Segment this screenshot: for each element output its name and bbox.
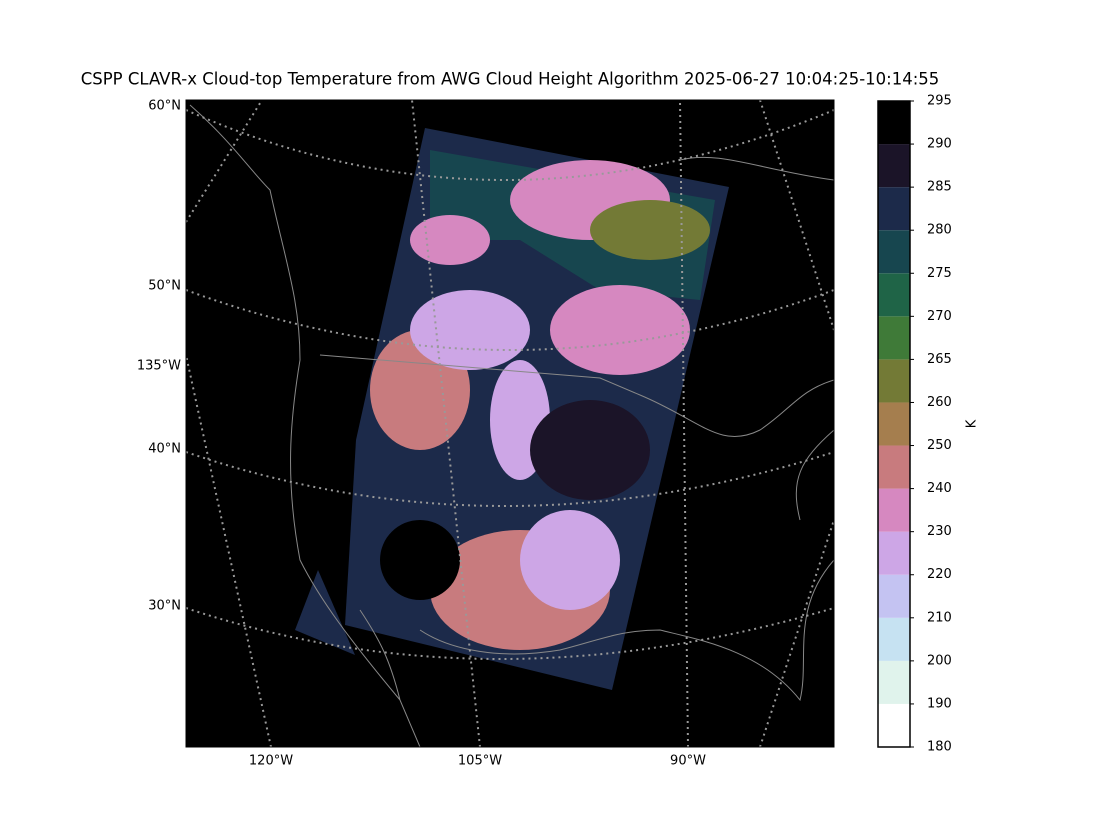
colorbar-tick-label: 200: [927, 653, 952, 668]
colorbar-segment: [878, 230, 910, 274]
colorbar: K 180 190 200 210 220 230 240 250 260 265 270 275 28…: [877, 94, 980, 755]
map-frame: [185, 99, 835, 748]
colorbar-segment: [878, 660, 910, 704]
colorbar-tick-label: 280: [927, 223, 952, 238]
colorbar-tick-label: 285: [927, 180, 952, 195]
chart-title: CSPP CLAVR-x Cloud-top Temperature from …: [81, 70, 940, 89]
colorbar-segment: [878, 144, 910, 188]
colorbar-segment: [878, 316, 910, 360]
lon-label: 135°W: [137, 359, 181, 374]
cloud-region: [380, 520, 460, 600]
colorbar-tick-label: 240: [927, 481, 952, 496]
colorbar-tick-label: 190: [927, 696, 952, 711]
colorbar-tick-label: 270: [927, 309, 952, 324]
colorbar-segment: [878, 273, 910, 317]
lon-label: 120°W: [249, 754, 293, 769]
colorbar-segment: [878, 703, 910, 747]
colorbar-segment: [878, 359, 910, 403]
colorbar-tick-label: 230: [927, 524, 952, 539]
colorbar-segment: [878, 488, 910, 532]
cloud-region: [530, 400, 650, 500]
cloud-region: [410, 215, 490, 265]
cloud-region: [590, 200, 710, 260]
cloud-region: [410, 290, 530, 370]
lon-label: 90°W: [670, 754, 706, 769]
colorbar-frame: [877, 100, 911, 748]
lat-label: 30°N: [148, 599, 181, 614]
lat-label: 40°N: [148, 442, 181, 457]
colorbar-segment: [878, 445, 910, 489]
colorbar-tick-label: 220: [927, 567, 952, 582]
colorbar-tick-label: 295: [927, 94, 952, 109]
map: 60°N 50°N 135°W 40°N 30°N 120°W 105°W 90…: [137, 99, 835, 769]
colorbar-tick-label: 260: [927, 395, 952, 410]
lon-label: 105°W: [458, 754, 502, 769]
cloud-region: [550, 285, 690, 375]
colorbar-segment: [878, 531, 910, 575]
colorbar-tick-label: 265: [927, 352, 952, 367]
colorbar-tick-label: 250: [927, 438, 952, 453]
colorbar-tick-label: 290: [927, 137, 952, 152]
colorbar-segment: [878, 402, 910, 446]
colorbar-tick-label: 210: [927, 610, 952, 625]
colorbar-segment: [878, 617, 910, 661]
colorbar-segment: [878, 574, 910, 618]
colorbar-tick-label: 180: [927, 740, 952, 755]
lat-label: 60°N: [148, 99, 181, 114]
swath-fragment: [295, 570, 355, 655]
colorbar-segment: [878, 187, 910, 231]
lat-label: 50°N: [148, 279, 181, 294]
colorbar-tick-label: 275: [927, 266, 952, 281]
colorbar-label: K: [965, 419, 980, 428]
colorbar-segment: [878, 101, 910, 145]
cloud-region: [520, 510, 620, 610]
